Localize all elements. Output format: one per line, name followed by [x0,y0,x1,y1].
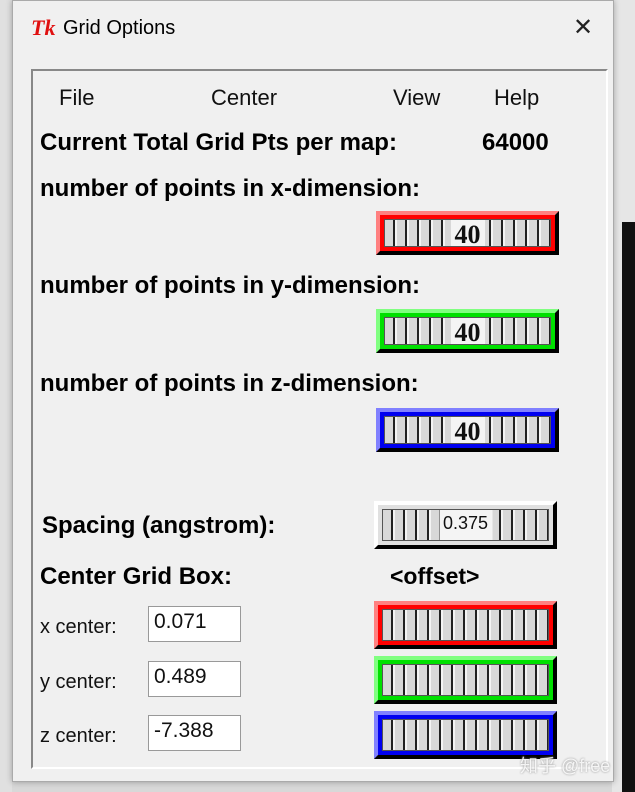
total-grid-label: Current Total Grid Pts per map: [40,129,397,156]
x-center-label: x center: [40,616,117,638]
menu-center[interactable]: Center [211,85,278,110]
watermark: 知乎 @free [520,756,611,776]
spacing-dial[interactable]: 0.375 [374,501,557,549]
main-frame: File Center View Help Current Total Grid… [31,69,608,769]
y-dimension-label: number of points in y-dimension: [40,272,420,299]
x-points-dial[interactable]: 40 [376,211,559,255]
z-dimension-label: number of points in z-dimension: [40,370,419,397]
tk-logo-icon: Tk [31,15,56,40]
menu-help[interactable]: Help [494,85,540,110]
x-dimension-label: number of points in x-dimension: [40,175,420,202]
close-icon[interactable]: ✕ [573,14,594,41]
y-points-dial[interactable]: 40 [376,309,559,353]
window-title: Grid Options [63,17,176,39]
offset-label: <offset> [390,563,480,589]
center-grid-box-label: Center Grid Box: [40,563,233,590]
z-center-label: z center: [40,725,117,747]
x-points-value: 40 [450,220,485,249]
z-offset-dial[interactable] [374,711,557,759]
background-canvas [622,222,635,792]
grid-options-dialog: Tk Grid Options ✕ File Center View Help … [12,0,614,782]
y-center-input[interactable]: 0.489 [148,661,241,697]
x-offset-dial[interactable] [374,601,557,649]
title-bar: Tk Grid Options ✕ [13,1,613,57]
background-window [0,0,12,792]
spacing-value: 0.375 [438,510,493,540]
menu-file[interactable]: File [59,85,95,110]
menu-view[interactable]: View [393,85,441,110]
y-points-value: 40 [450,318,485,347]
y-offset-dial[interactable] [374,656,557,704]
spacing-label: Spacing (angstrom): [42,512,276,539]
z-points-dial[interactable]: 40 [376,408,559,452]
y-center-label: y center: [40,671,117,693]
z-center-input[interactable]: -7.388 [148,715,241,751]
total-grid-value: 64000 [482,129,549,156]
z-points-value: 40 [450,417,485,446]
x-center-input[interactable]: 0.071 [148,606,241,642]
